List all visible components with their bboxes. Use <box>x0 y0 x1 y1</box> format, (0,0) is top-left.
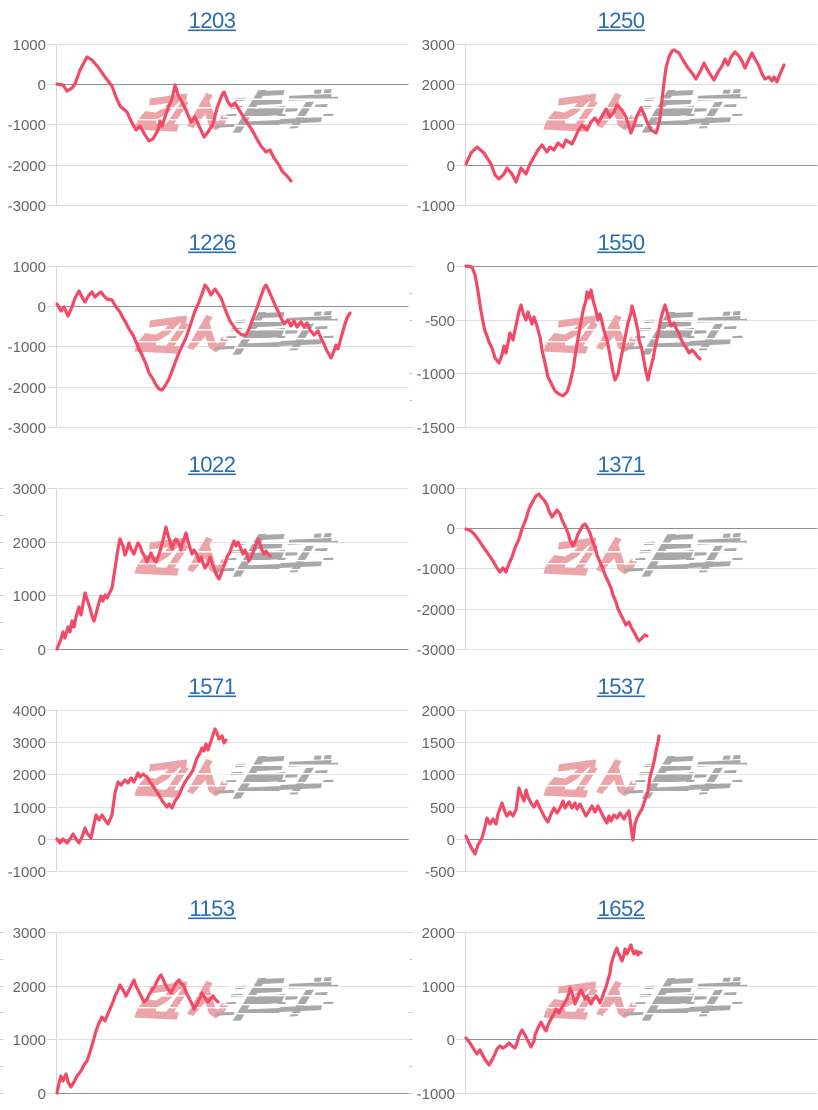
svg-text:1226: 1226 <box>189 230 236 255</box>
svg-text:1500: 1500 <box>422 735 455 752</box>
svg-text:2000: 2000 <box>13 535 46 552</box>
svg-text:0: 0 <box>447 1032 455 1049</box>
svg-text:-2000: -2000 <box>8 158 46 175</box>
svg-text:-1000: -1000 <box>417 1086 455 1103</box>
svg-text:-2000: -2000 <box>417 602 455 619</box>
svg-text:1550: 1550 <box>598 230 645 255</box>
svg-text:2000: 2000 <box>422 703 455 720</box>
svg-text:-1000: -1000 <box>417 366 455 383</box>
svg-text:0: 0 <box>38 1086 46 1103</box>
svg-text:3000: 3000 <box>13 925 46 942</box>
svg-text:1000: 1000 <box>422 481 455 498</box>
svg-text:0: 0 <box>38 832 46 849</box>
svg-text:-1000: -1000 <box>417 198 455 215</box>
svg-text:-500: -500 <box>425 313 455 330</box>
svg-text:-3000: -3000 <box>8 420 46 437</box>
svg-text:1652: 1652 <box>598 896 645 921</box>
svg-text:-1000: -1000 <box>8 117 46 134</box>
svg-text:1000: 1000 <box>13 800 46 817</box>
svg-text:1537: 1537 <box>598 674 645 699</box>
svg-text:4000: 4000 <box>13 703 46 720</box>
svg-text:0: 0 <box>447 158 455 175</box>
svg-text:1203: 1203 <box>189 8 236 33</box>
svg-text:1000: 1000 <box>13 1032 46 1049</box>
svg-text:3000: 3000 <box>13 481 46 498</box>
svg-text:3000: 3000 <box>13 735 46 752</box>
svg-text:2000: 2000 <box>13 979 46 996</box>
svg-text:-1000: -1000 <box>417 561 455 578</box>
svg-text:-2000: -2000 <box>8 380 46 397</box>
svg-text:1000: 1000 <box>422 979 455 996</box>
svg-text:3000: 3000 <box>422 37 455 54</box>
svg-text:1000: 1000 <box>13 259 46 276</box>
svg-text:-1000: -1000 <box>8 339 46 356</box>
svg-text:500: 500 <box>430 800 455 817</box>
svg-text:0: 0 <box>447 832 455 849</box>
svg-text:1000: 1000 <box>13 588 46 605</box>
svg-text:0: 0 <box>447 259 455 276</box>
svg-text:0: 0 <box>447 521 455 538</box>
svg-text:-500: -500 <box>425 864 455 881</box>
svg-text:2000: 2000 <box>13 767 46 784</box>
svg-text:2000: 2000 <box>422 77 455 94</box>
svg-text:-3000: -3000 <box>417 642 455 659</box>
svg-text:-3000: -3000 <box>8 198 46 215</box>
svg-text:1022: 1022 <box>189 452 236 477</box>
svg-text:1250: 1250 <box>598 8 645 33</box>
svg-text:1000: 1000 <box>13 37 46 54</box>
svg-text:0: 0 <box>38 642 46 659</box>
svg-text:1371: 1371 <box>598 452 645 477</box>
svg-text:0: 0 <box>38 77 46 94</box>
svg-text:-1500: -1500 <box>417 420 455 437</box>
svg-text:1000: 1000 <box>422 117 455 134</box>
svg-text:-1000: -1000 <box>8 864 46 881</box>
svg-text:1571: 1571 <box>189 674 236 699</box>
svg-text:1153: 1153 <box>189 896 235 921</box>
svg-text:0: 0 <box>38 299 46 316</box>
svg-text:1000: 1000 <box>422 767 455 784</box>
svg-text:2000: 2000 <box>422 925 455 942</box>
